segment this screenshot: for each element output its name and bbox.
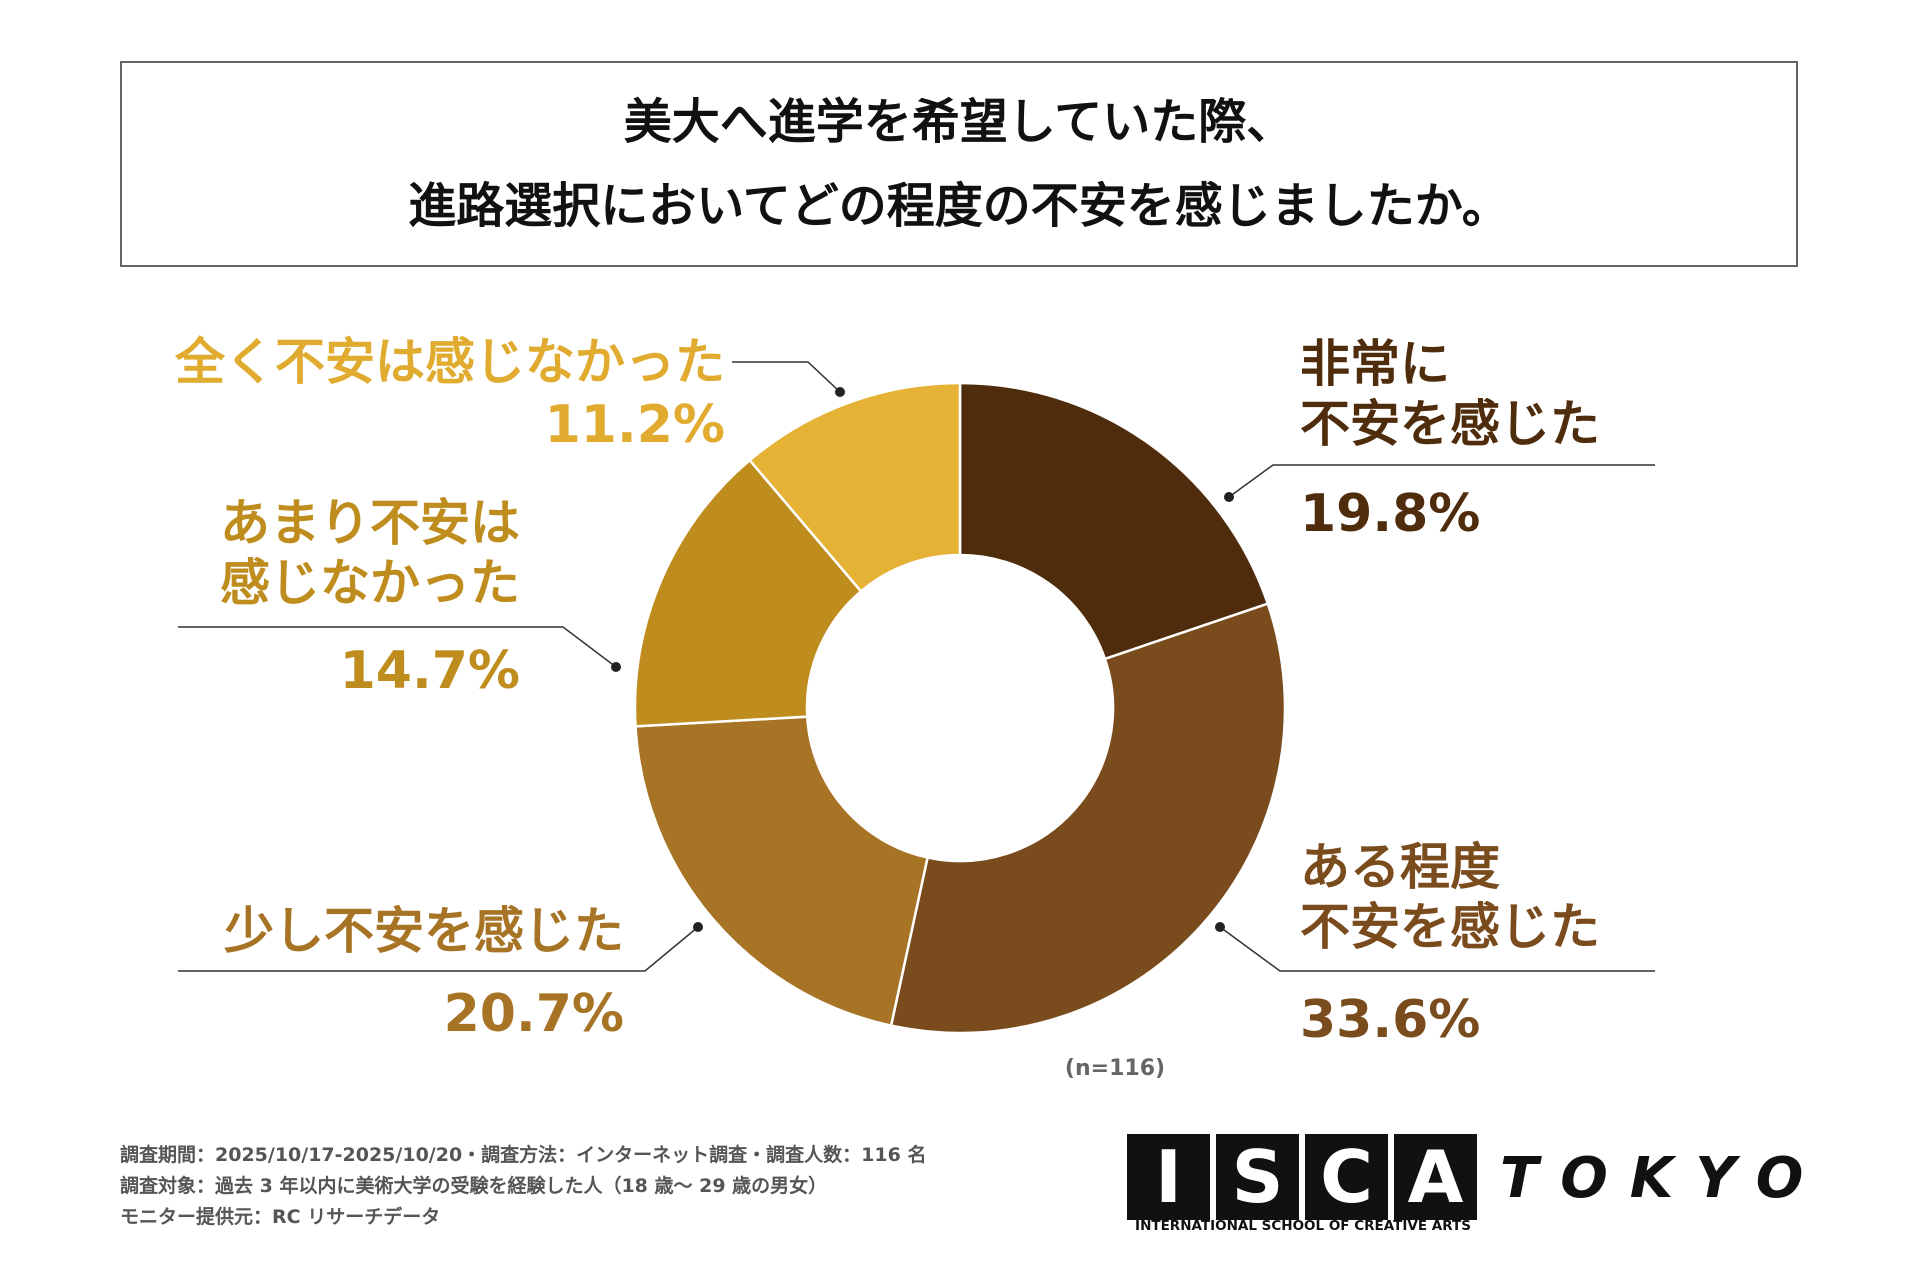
donut-slice <box>634 715 930 1028</box>
leader-line <box>1219 926 1655 972</box>
leader-dot <box>835 387 845 397</box>
value-label: 20.7% <box>443 984 624 1044</box>
leader-line <box>178 626 617 668</box>
value-label: 14.7% <box>339 641 520 701</box>
sample-note: (n=116) <box>1064 1056 1166 1081</box>
leader-line <box>1228 464 1655 498</box>
slice-label: 非常に 不安を感じた <box>1300 335 1600 453</box>
slice-label: ある程度 不安を感じた <box>1300 838 1600 956</box>
logo-word: TOKYO <box>1500 1146 1826 1211</box>
leader-line <box>732 361 841 393</box>
logo-subtitle: INTERNATIONAL SCHOOL OF CREATIVE ARTS <box>1135 1218 1471 1234</box>
leader-dot <box>1215 922 1225 932</box>
slice-label: 全く不安は感じなかった <box>175 333 725 391</box>
leader-line <box>178 926 699 972</box>
footnote: モニター提供元：RC リサーチデータ <box>120 1206 441 1228</box>
leader-dot <box>1224 492 1234 502</box>
leader-dot <box>693 922 703 932</box>
slice-label: あまり不安は 感じなかった <box>220 494 520 612</box>
donut-slice <box>747 381 962 594</box>
donut-slice <box>889 602 1287 1035</box>
leader-dot <box>611 662 621 672</box>
value-label: 11.2% <box>544 395 725 455</box>
slice-label: 少し不安を感じた <box>224 902 624 960</box>
logo-letter: I <box>1127 1134 1210 1220</box>
value-label: 19.8% <box>1300 484 1481 544</box>
logo-letter: S <box>1216 1134 1299 1220</box>
logo-letter: A <box>1394 1134 1477 1220</box>
logo-letter: C <box>1305 1134 1388 1220</box>
footnote: 調査対象：過去 3 年以内に美術大学の受験を経験した人（18 歳〜 29 歳の男… <box>120 1175 828 1197</box>
footnote: 調査期間：2025/10/17-2025/10/20・調査方法：インターネット調… <box>120 1144 927 1166</box>
donut-slice <box>633 458 863 728</box>
chart-title: 美大へ進学を希望していた際、 進路選択においてどの程度の不安を感じましたか。 <box>120 61 1798 267</box>
donut-slice <box>958 381 1270 661</box>
value-label: 33.6% <box>1300 990 1481 1050</box>
